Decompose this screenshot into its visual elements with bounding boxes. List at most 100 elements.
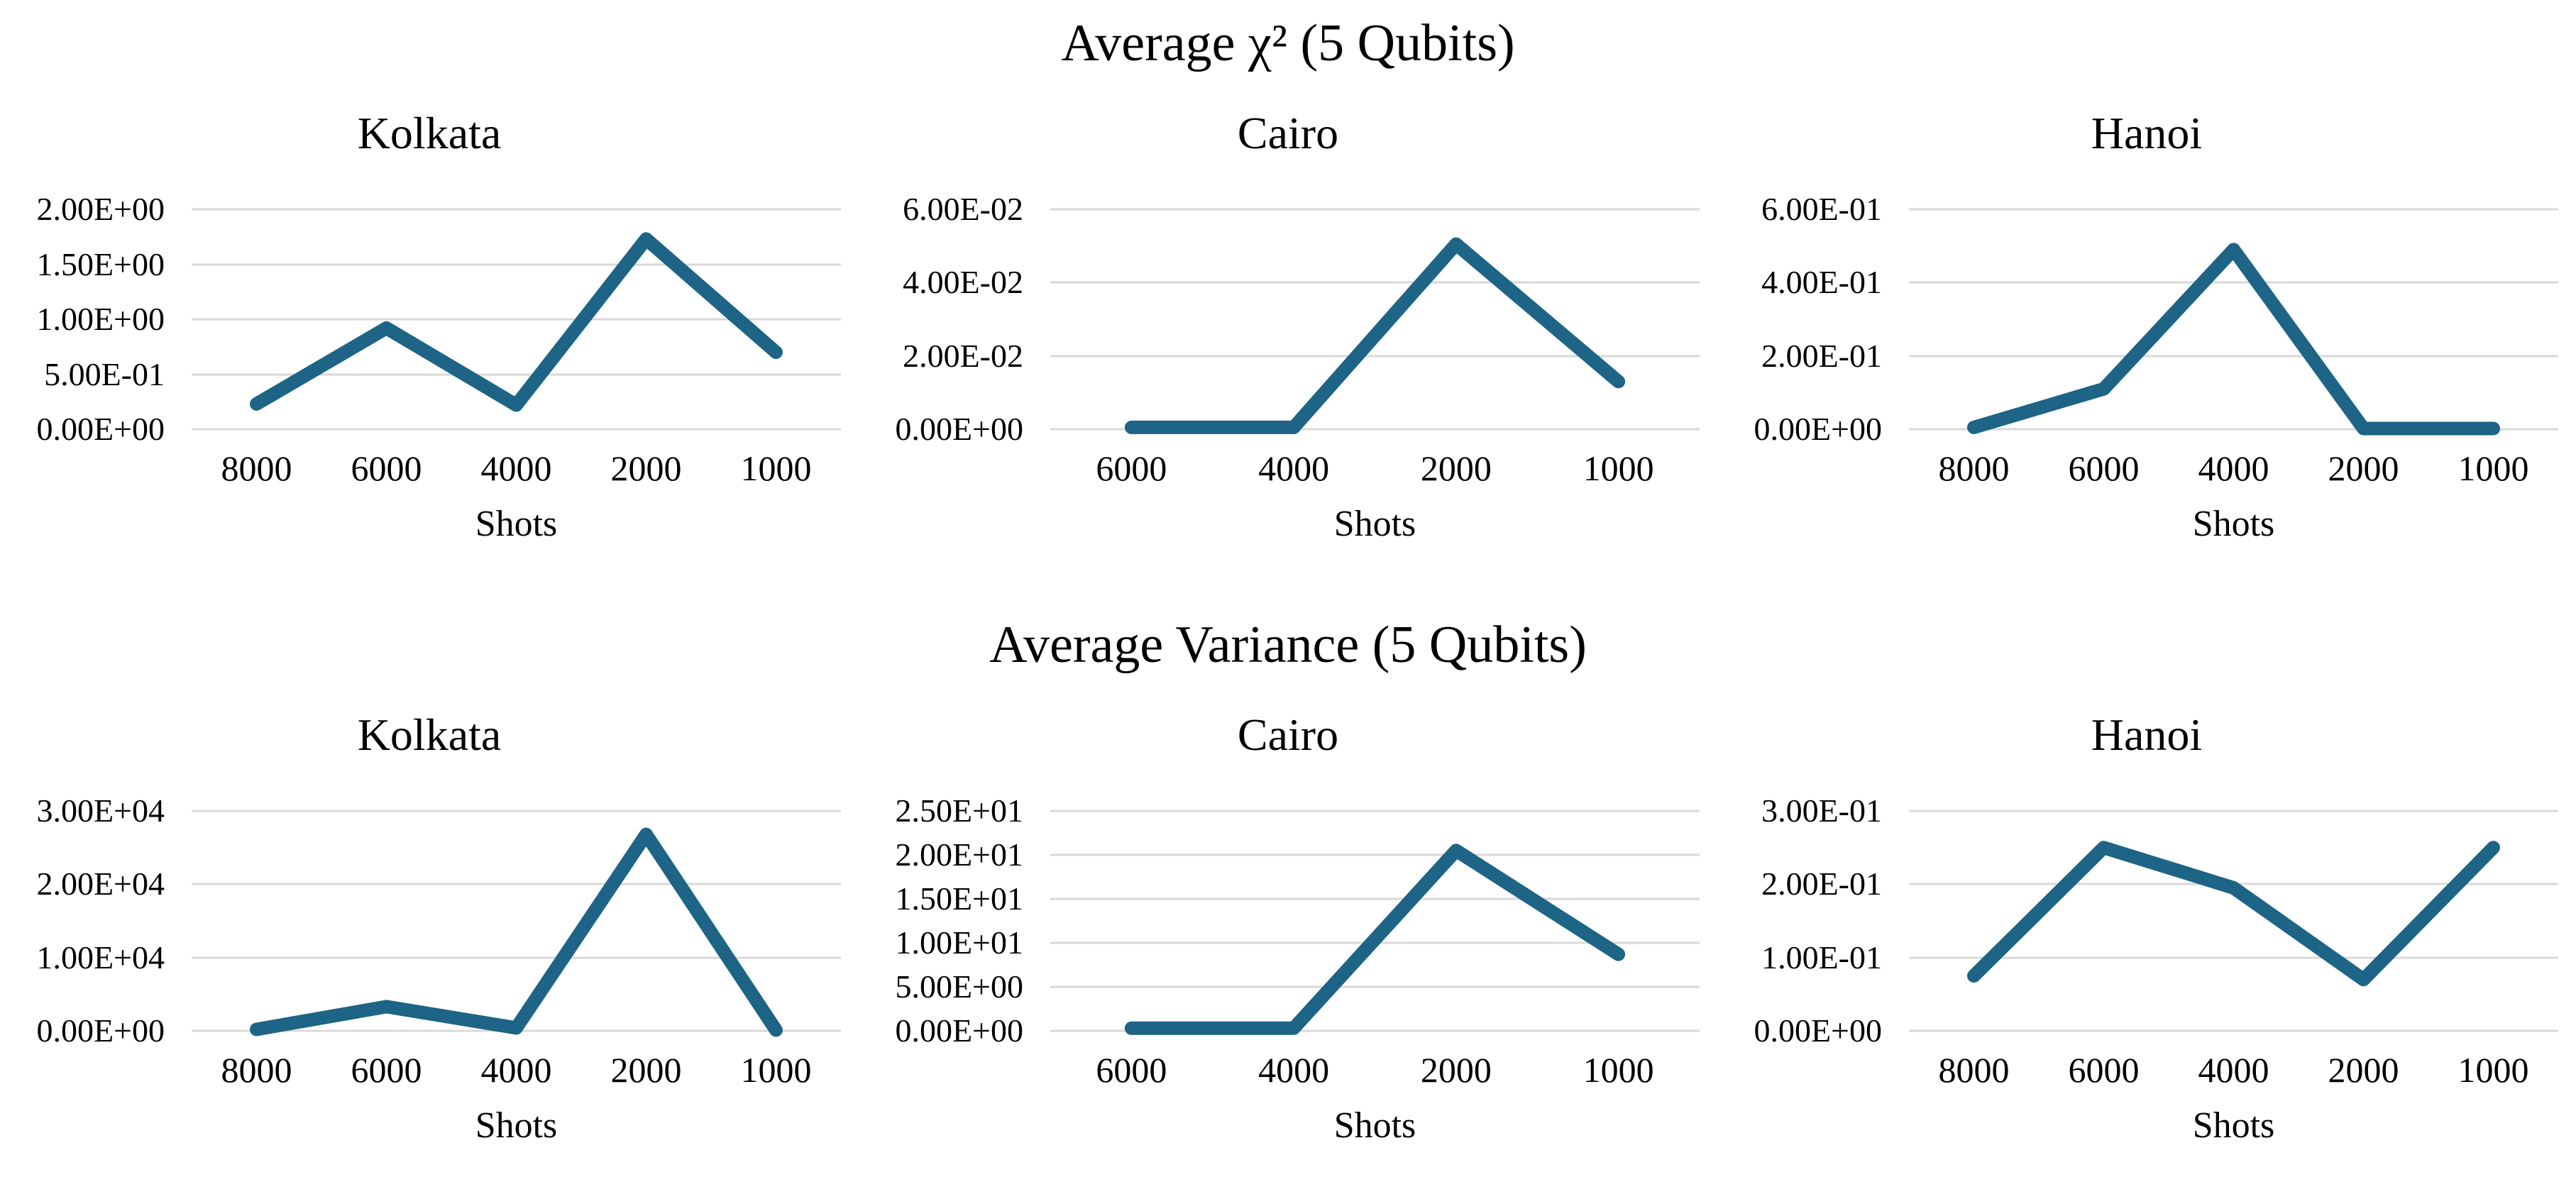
- y-axis-tick-label: 2.00E+00: [36, 191, 165, 228]
- y-axis-tick-label: 6.00E-02: [903, 191, 1023, 228]
- x-axis: 6000 4000 2000 1000: [1050, 449, 1700, 488]
- chart: Cairo 2.50E+01 2.00E+01 1.50E+01 1.00E+01 5.…: [859, 674, 1717, 1146]
- plot-area: 3.00E-01 2.00E-01 1.00E-01 0.00E+00: [1754, 795, 2558, 1047]
- gridline: [192, 318, 841, 321]
- x-axis-tick-label: 1000: [740, 448, 812, 489]
- x-axis: 8000 6000 4000 2000 1000: [192, 449, 841, 488]
- gridline: [1050, 208, 1700, 211]
- gridline: [1050, 809, 1700, 812]
- x-axis-tick-label: 6000: [2068, 1050, 2140, 1090]
- x-axis-tick-label: 1000: [1583, 448, 1654, 489]
- data-series-line: [257, 834, 776, 1030]
- y-axis-tick-label: 4.00E-01: [1761, 264, 1882, 301]
- y-axis-tick-label: 5.00E+00: [895, 968, 1023, 1005]
- line-series-svg: [192, 811, 841, 1031]
- x-axis-title: Shots: [1333, 504, 1416, 545]
- plot-area: 3.00E+04 2.00E+04 1.00E+04 0.00E+00: [36, 795, 841, 1047]
- y-axis-tick-label: 1.00E+01: [895, 924, 1023, 961]
- gridline: [1050, 355, 1700, 358]
- x-axis-tick-label: 1000: [2457, 1050, 2529, 1090]
- y-axis-tick-label: 2.00E-01: [1761, 866, 1882, 902]
- gridline: [1050, 281, 1700, 284]
- y-axis: 3.00E-01 2.00E-01 1.00E-01 0.00E+00: [1717, 795, 1882, 1047]
- x-axis-tick-label: 2000: [610, 1050, 682, 1090]
- gridline: [1909, 809, 2558, 812]
- x-axis-tick-label: 2000: [610, 448, 682, 489]
- x-axis: 8000 6000 4000 2000 1000: [1909, 1051, 2558, 1090]
- y-axis-tick-label: 0.00E+00: [895, 1012, 1023, 1049]
- chart: Cairo 6.00E-02 4.00E-02 2.00E-02 0.00E+00 6…: [859, 72, 1717, 544]
- x-axis-tick-label: 2000: [2328, 448, 2399, 489]
- x-axis-title: Shots: [2192, 1105, 2275, 1146]
- y-axis-tick-label: 0.00E+00: [895, 411, 1023, 448]
- y-axis-tick-label: 1.00E-01: [1761, 939, 1882, 976]
- y-axis-tick-label: 1.50E+00: [36, 245, 165, 282]
- x-axis-title: Shots: [1333, 1105, 1416, 1146]
- gridline: [1050, 897, 1700, 900]
- chart: Hanoi 3.00E-01 2.00E-01 1.00E-01 0.00E+00 8…: [1717, 674, 2576, 1146]
- gridline: [192, 373, 841, 376]
- x-axis-tick-label: 8000: [221, 448, 292, 489]
- gridline: [1050, 428, 1700, 431]
- x-axis-tick-label: 8000: [1938, 1050, 2010, 1090]
- line-series-svg: [1909, 209, 2558, 429]
- gridline: [192, 428, 841, 431]
- y-axis-tick-label: 3.00E+04: [36, 792, 165, 829]
- y-axis-tick-label: 2.50E+01: [895, 792, 1023, 829]
- gridline: [1909, 281, 2558, 284]
- x-axis-tick-label: 6000: [1096, 448, 1167, 489]
- data-series-line: [1974, 250, 2494, 429]
- chart: Hanoi 6.00E-01 4.00E-01 2.00E-01 0.00E+00 8…: [1717, 72, 2576, 544]
- x-axis-tick-label: 6000: [351, 448, 422, 489]
- chart-title: Cairo: [1237, 107, 1339, 158]
- section-title: Average χ² (5 Qubits): [1061, 14, 1515, 72]
- gridline: [192, 956, 841, 959]
- x-axis-tick-label: 1000: [740, 1050, 812, 1090]
- data-series-line: [1131, 851, 1618, 1028]
- y-axis: 6.00E-02 4.00E-02 2.00E-02 0.00E+00: [859, 193, 1023, 446]
- gridline: [1909, 355, 2558, 358]
- chart-title: Kolkata: [357, 107, 502, 158]
- y-axis-tick-label: 1.00E+04: [36, 939, 165, 976]
- line-series-svg: [192, 209, 841, 429]
- gridline: [1909, 208, 2558, 211]
- plot-area: 6.00E-01 4.00E-01 2.00E-01 0.00E+00: [1754, 193, 2558, 446]
- section-average-variance: Average Variance (5 Qubits) Kolkata 3.00…: [0, 589, 2576, 1177]
- x-axis-tick-label: 4000: [480, 448, 552, 489]
- charts-row: Kolkata 3.00E+04 2.00E+04 1.00E+04 0.00E+00…: [0, 674, 2576, 1146]
- chart-title: Hanoi: [2091, 709, 2203, 760]
- y-axis-tick-label: 2.00E-02: [903, 337, 1023, 374]
- x-axis-tick-label: 1000: [2457, 448, 2529, 489]
- x-axis-tick-label: 6000: [351, 1050, 422, 1090]
- x-axis-tick-label: 2000: [2328, 1050, 2399, 1090]
- section-average-chi2: Average χ² (5 Qubits) Kolkata 2.00E+00 1.…: [0, 14, 2576, 544]
- x-axis: 6000 4000 2000 1000: [1050, 1051, 1700, 1090]
- x-axis-tick-label: 4000: [2198, 1050, 2269, 1090]
- x-axis-title: Shots: [475, 1105, 558, 1146]
- chart-title: Hanoi: [2091, 107, 2203, 158]
- y-axis-tick-label: 0.00E+00: [36, 411, 165, 448]
- y-axis-tick-label: 0.00E+00: [36, 1012, 165, 1049]
- x-axis-tick-label: 1000: [1583, 1050, 1654, 1090]
- line-series-svg: [1909, 811, 2558, 1031]
- chart: Kolkata 3.00E+04 2.00E+04 1.00E+04 0.00E+00…: [0, 674, 859, 1146]
- gridline: [192, 883, 841, 885]
- y-axis-tick-label: 2.00E-01: [1761, 337, 1882, 374]
- plot-area: 2.50E+01 2.00E+01 1.50E+01 1.00E+01 5.00E+00…: [895, 795, 1700, 1047]
- gridline: [1909, 956, 2558, 959]
- charts-row: Kolkata 2.00E+00 1.50E+00 1.00E+00 5.00E-01…: [0, 72, 2576, 544]
- chart: Kolkata 2.00E+00 1.50E+00 1.00E+00 5.00E-01…: [0, 72, 859, 544]
- x-axis: 8000 6000 4000 2000 1000: [192, 1051, 841, 1090]
- y-axis-tick-label: 6.00E-01: [1761, 191, 1882, 228]
- gridline: [1050, 1029, 1700, 1032]
- data-series-line: [257, 239, 776, 405]
- x-axis-tick-label: 4000: [480, 1050, 552, 1090]
- y-axis-tick-label: 3.00E-01: [1761, 792, 1882, 829]
- gridline: [1050, 985, 1700, 988]
- y-axis-tick-label: 2.00E+04: [36, 866, 165, 902]
- chart-title: Kolkata: [357, 709, 502, 760]
- y-axis-tick-label: 0.00E+00: [1754, 1012, 1882, 1049]
- section-title: Average Variance (5 Qubits): [989, 616, 1587, 674]
- x-axis-tick-label: 8000: [1938, 448, 2010, 489]
- y-axis: 3.00E+04 2.00E+04 1.00E+04 0.00E+00: [0, 795, 165, 1047]
